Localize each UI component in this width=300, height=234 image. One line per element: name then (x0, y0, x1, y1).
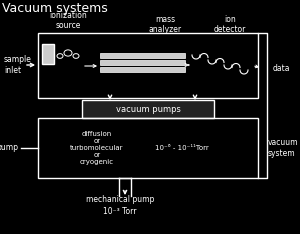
Text: mass
analyzer: mass analyzer (148, 15, 182, 34)
Bar (38, 118, 258, 178)
Text: 10⁻⁶ - 10⁻¹¹Torr: 10⁻⁶ - 10⁻¹¹Torr (155, 145, 209, 151)
Bar (38, 33, 258, 98)
Text: 10⁻³ Torr: 10⁻³ Torr (103, 208, 137, 216)
Text: data: data (273, 63, 290, 73)
Text: Vacuum systems: Vacuum systems (2, 2, 108, 15)
Bar (100, 53, 185, 58)
Text: ion
detector: ion detector (214, 15, 246, 34)
Text: pump: pump (0, 143, 18, 153)
Bar (100, 67, 185, 72)
Text: ionization
source: ionization source (49, 11, 87, 30)
Text: diffusion
or
turbomolecular
or
cryogenic: diffusion or turbomolecular or cryogenic (70, 131, 124, 165)
Bar (100, 60, 185, 65)
Text: mechanical pump: mechanical pump (86, 195, 154, 205)
Bar (82, 100, 214, 118)
Bar (42, 44, 54, 64)
Text: sample
inlet: sample inlet (4, 55, 32, 75)
Text: vacuum pumps: vacuum pumps (116, 105, 180, 113)
Text: vacuum
system: vacuum system (268, 138, 298, 158)
